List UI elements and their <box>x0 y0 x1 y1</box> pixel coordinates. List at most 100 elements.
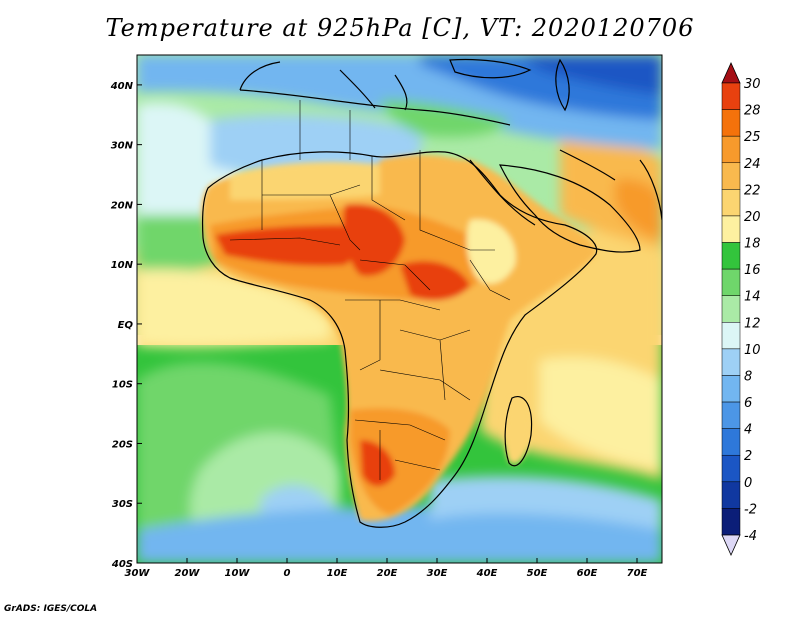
colorbar-label: 25 <box>744 130 761 145</box>
colorbar-label: 12 <box>744 316 761 331</box>
colorbar-swatch <box>721 348 741 376</box>
coastline-greece <box>394 74 408 111</box>
colorbar-label: -4 <box>744 529 757 544</box>
lon-axis: 30W 20W 10W 0 10E 20E 30E 40E 50E 60E 70E <box>125 558 648 579</box>
colorbar-bottom-arrow <box>721 534 741 556</box>
lon-tick-label: 0 <box>284 568 291 579</box>
colorbar-swatch <box>721 401 741 429</box>
coastline-iberia <box>239 61 281 91</box>
colorbar-swatch <box>721 189 741 217</box>
field-sahara-north <box>230 162 380 200</box>
lon-tick-label: 30W <box>125 568 151 579</box>
coastline-black-sea <box>449 58 532 79</box>
colorbar-label: 28 <box>744 104 761 119</box>
border-17 <box>469 259 511 301</box>
lon-tick-label: 30E <box>427 568 448 579</box>
colorbar-label: 20 <box>744 210 761 225</box>
field-south-indian <box>430 476 662 530</box>
border-3 <box>329 194 361 251</box>
coastlines <box>201 58 662 528</box>
colorbar-swatch <box>721 295 741 323</box>
colorbar-label: 4 <box>744 423 752 438</box>
lon-tick-label: 10E <box>327 568 348 579</box>
border-12 <box>379 369 471 401</box>
colorbar-label: 22 <box>744 183 761 198</box>
field-sahara-mid <box>380 154 480 220</box>
colorbar-swatch <box>721 82 741 110</box>
plot-frame <box>136 54 663 564</box>
border-10 <box>359 300 381 371</box>
lat-tick-label: 40N <box>110 81 134 92</box>
colorbar-label: 14 <box>744 290 761 305</box>
colorbar-label: 8 <box>744 369 752 384</box>
colorbar-label: 16 <box>744 263 761 278</box>
colorbar-swatch <box>721 242 741 270</box>
lat-axis: 40N 30N 20N 10N EQ 10S 20S 30S 40S <box>110 81 142 570</box>
border-6 <box>444 239 495 251</box>
border-8 <box>359 259 431 291</box>
coastline-europe-south <box>239 89 511 126</box>
lon-tick-label: 20E <box>377 568 398 579</box>
border-13 <box>354 419 446 441</box>
coastline-persian-gulf <box>559 149 616 181</box>
field-hot-core-east <box>400 261 470 301</box>
lat-tick-label: 40S <box>111 559 133 570</box>
colorbar-swatch <box>721 268 741 296</box>
border-7 <box>229 237 341 246</box>
lat-tick-label: 20N <box>111 200 134 211</box>
grads-credit: GrADS: IGES/COLA <box>4 604 98 614</box>
lat-tick-label: 30N <box>111 141 134 152</box>
colorbar-label: 18 <box>744 237 761 252</box>
colorbar-swatch <box>721 135 741 164</box>
colorbar-label: 24 <box>744 157 761 172</box>
lat-tick-label: 10N <box>111 260 134 271</box>
colorbar-label: 0 <box>744 476 752 491</box>
colorbar-label: 30 <box>744 77 761 92</box>
colorbar-swatch <box>721 322 741 350</box>
coastline-arabia <box>498 164 641 253</box>
colorbar-swatch <box>721 375 741 403</box>
field-southern-africa <box>350 408 450 515</box>
field-central-africa <box>345 298 475 426</box>
lat-tick-label: 30S <box>112 499 133 510</box>
colorbar-label: 2 <box>744 449 752 464</box>
country-borders <box>229 100 511 480</box>
field-europe-coldest <box>520 55 662 95</box>
coastline-italy <box>339 69 376 109</box>
field-arabian-hot <box>615 179 662 240</box>
colorbar-top-arrow <box>721 62 741 84</box>
lon-tick-label: 10W <box>225 568 251 579</box>
colorbar-swatch <box>721 428 741 456</box>
coastline-madagascar <box>504 396 533 467</box>
border-5 <box>419 150 446 241</box>
lon-tick-label: 50E <box>527 568 548 579</box>
colorbar-swatch <box>721 454 741 483</box>
coastline-caspian <box>555 58 570 112</box>
colorbar-swatch <box>721 162 741 190</box>
lon-tick-label: 60E <box>577 568 598 579</box>
lon-tick-label: 40E <box>476 568 498 579</box>
field-hot-core-center <box>343 204 405 276</box>
field-equatorial-atlantic <box>137 269 330 348</box>
colorbar-label: 10 <box>744 343 761 358</box>
lat-tick-label: EQ <box>118 320 134 331</box>
coastline-india <box>639 159 662 221</box>
map-title: Temperature at 925hPa [C], VT: 202012070… <box>105 14 695 42</box>
lat-tick-label: 20S <box>112 439 133 450</box>
colorbar-swatch <box>721 508 741 536</box>
colorbar-label: 6 <box>744 396 752 411</box>
colorbar-swatch <box>721 109 741 137</box>
temperature-field <box>137 55 662 563</box>
field-indian-light <box>540 357 662 470</box>
border-15 <box>394 459 441 471</box>
colorbar-swatch <box>721 481 741 509</box>
field-south-band <box>137 506 662 563</box>
field-hot-core-west <box>215 225 356 266</box>
colorbar-label: -2 <box>744 502 757 517</box>
coastline-africa <box>201 151 598 528</box>
colorbar-swatch <box>721 215 741 243</box>
lon-tick-label: 20W <box>175 568 201 579</box>
border-16 <box>439 339 446 401</box>
